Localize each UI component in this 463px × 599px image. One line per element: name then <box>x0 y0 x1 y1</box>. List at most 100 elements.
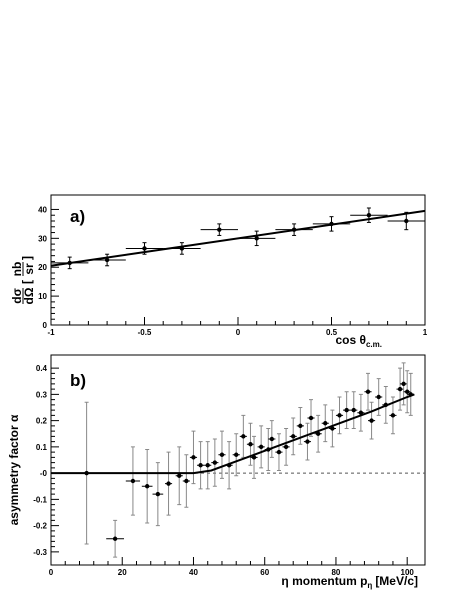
panel-a-ylabel: dσ dΩ [ nb sr ] <box>10 256 36 304</box>
panel-a-xlabel-sub: c.m. <box>366 340 382 349</box>
panel-a-marker <box>67 260 72 266</box>
panel-b-ytick-label: -0 <box>40 469 48 478</box>
panel-b-marker <box>397 386 403 392</box>
panel-b-marker <box>351 407 356 413</box>
panel-a-marker <box>291 227 297 232</box>
panel-b-marker <box>184 478 189 484</box>
panel-b-data-point <box>357 393 365 432</box>
panel-b-marker <box>298 423 303 429</box>
panel-b-marker <box>315 431 321 436</box>
panel-b-ytick-label: 0.3 <box>36 390 48 399</box>
panel-b-xtick-label: 100 <box>401 568 415 577</box>
panel-b-ytick-label: 0.1 <box>36 443 48 452</box>
panel-b-ytick-label: -0.2 <box>33 522 47 531</box>
panel-b-xtick-label: 0 <box>49 568 54 577</box>
panel-b-ticks: 0 20 40 60 80 100 -0.3 -0.2 -0.1 -0 0.1 0.2 0.3 0.4 <box>33 364 414 577</box>
panel-b-marker <box>283 444 289 450</box>
panel-b-marker <box>305 439 310 444</box>
panel-b-label: b) <box>70 371 86 390</box>
panel-b-marker <box>308 415 314 421</box>
panel-b-data-point <box>335 396 344 435</box>
panel-b-marker <box>241 434 246 439</box>
panel-a-ylabel-bracket-close: ] <box>20 256 34 260</box>
panel-b-data-point <box>303 422 312 461</box>
panel-b-data-point <box>403 370 411 414</box>
panel-b-marker <box>212 460 218 465</box>
panel-a-marker <box>217 227 222 232</box>
panel-a-xtick-label: 0 <box>236 328 241 337</box>
panel-b-marker <box>205 463 210 468</box>
panel-b-marker <box>358 410 364 415</box>
panel-b-marker <box>330 426 335 431</box>
panel-b-data-point <box>368 401 376 440</box>
panel-a-ytick-label: 20 <box>38 263 47 272</box>
panel-a-ylabel-den: dΩ <box>22 287 36 304</box>
panel-a-ytick-label: 10 <box>38 292 47 301</box>
panel-a-ylabel-unit-den: sr <box>22 263 36 275</box>
panel-b-marker <box>291 434 296 439</box>
panel-a-points <box>51 207 425 270</box>
panel-b-marker <box>248 442 253 447</box>
panel-b-data-point <box>314 414 322 453</box>
panel-b-data-point <box>250 435 258 479</box>
panel-b-marker <box>369 418 374 423</box>
panel-b-marker <box>251 455 257 460</box>
panel-b-data-point <box>307 399 315 437</box>
panel-b-data-point <box>106 519 125 558</box>
panel-b-data-point <box>328 409 336 448</box>
panel-b-marker <box>166 481 171 486</box>
panel-a-ylabel-num: dσ <box>10 288 24 304</box>
panel-a-xtick-label: -0.5 <box>138 328 152 337</box>
panel-a-data-point <box>312 216 351 232</box>
panel-b-fit <box>51 393 415 475</box>
panel-b-ytick-label: 0.2 <box>36 417 48 426</box>
panel-b-xtick-label: 20 <box>118 568 127 577</box>
panel-b-marker <box>323 421 328 426</box>
panel-b-data-point <box>182 454 190 508</box>
panel-b-ytick-label: -0.3 <box>33 548 47 557</box>
panel-a-ytick-label: 0 <box>43 321 48 330</box>
panel-b-xlabel: η momentum pη [MeV/c] <box>281 574 418 590</box>
panel-b-marker <box>219 452 225 457</box>
panel-b-marker <box>112 536 118 541</box>
panel-b-marker <box>404 389 410 394</box>
panel-b-data-point <box>343 391 351 429</box>
panel-b-marker <box>344 407 349 413</box>
panel-b-marker <box>130 478 136 484</box>
panel-a-marker <box>404 218 409 224</box>
panel-b-data-point <box>125 446 141 516</box>
panel-b-data-point <box>321 404 329 443</box>
panel-b-xtick-label: 60 <box>260 568 269 577</box>
panel-b-asymmetry: 0 20 40 60 80 100 -0.3 -0.2 -0.1 -0 0.1 0.2 0.3 0.4 b… <box>7 354 426 590</box>
panel-b-marker <box>198 463 203 468</box>
panel-b-marker <box>269 436 275 442</box>
panel-b-data-point <box>197 441 205 490</box>
panel-a-marker <box>104 257 110 263</box>
panel-b-data-point <box>364 372 372 411</box>
panel-a-marker <box>179 246 185 251</box>
panel-b-xlabel-main: η momentum p <box>281 574 367 588</box>
panel-a-marker <box>254 236 259 241</box>
panel-b-marker <box>177 473 182 478</box>
panel-b-data-point <box>175 446 183 506</box>
panel-a-data-point <box>238 230 276 247</box>
panel-b-marker <box>365 389 371 394</box>
panel-b-xlabel-unit: [MeV/c] <box>375 574 418 588</box>
panel-b-marker <box>155 491 161 497</box>
panel-b-data-point <box>164 451 173 516</box>
panel-b-data-point <box>211 438 219 487</box>
panel-b-data-point <box>141 449 153 524</box>
panel-b-data-point <box>189 430 198 485</box>
panel-b-data-point <box>257 425 265 469</box>
panel-b-data-point <box>246 422 255 466</box>
panel-b-marker <box>337 413 342 418</box>
panel-b-frame <box>50 354 426 566</box>
panel-a-data-point <box>350 207 388 223</box>
panel-b-data-point <box>396 367 404 411</box>
panel-b-data-point <box>282 428 290 466</box>
panel-a-data-point <box>275 223 313 236</box>
panel-b-data-point <box>239 414 247 458</box>
